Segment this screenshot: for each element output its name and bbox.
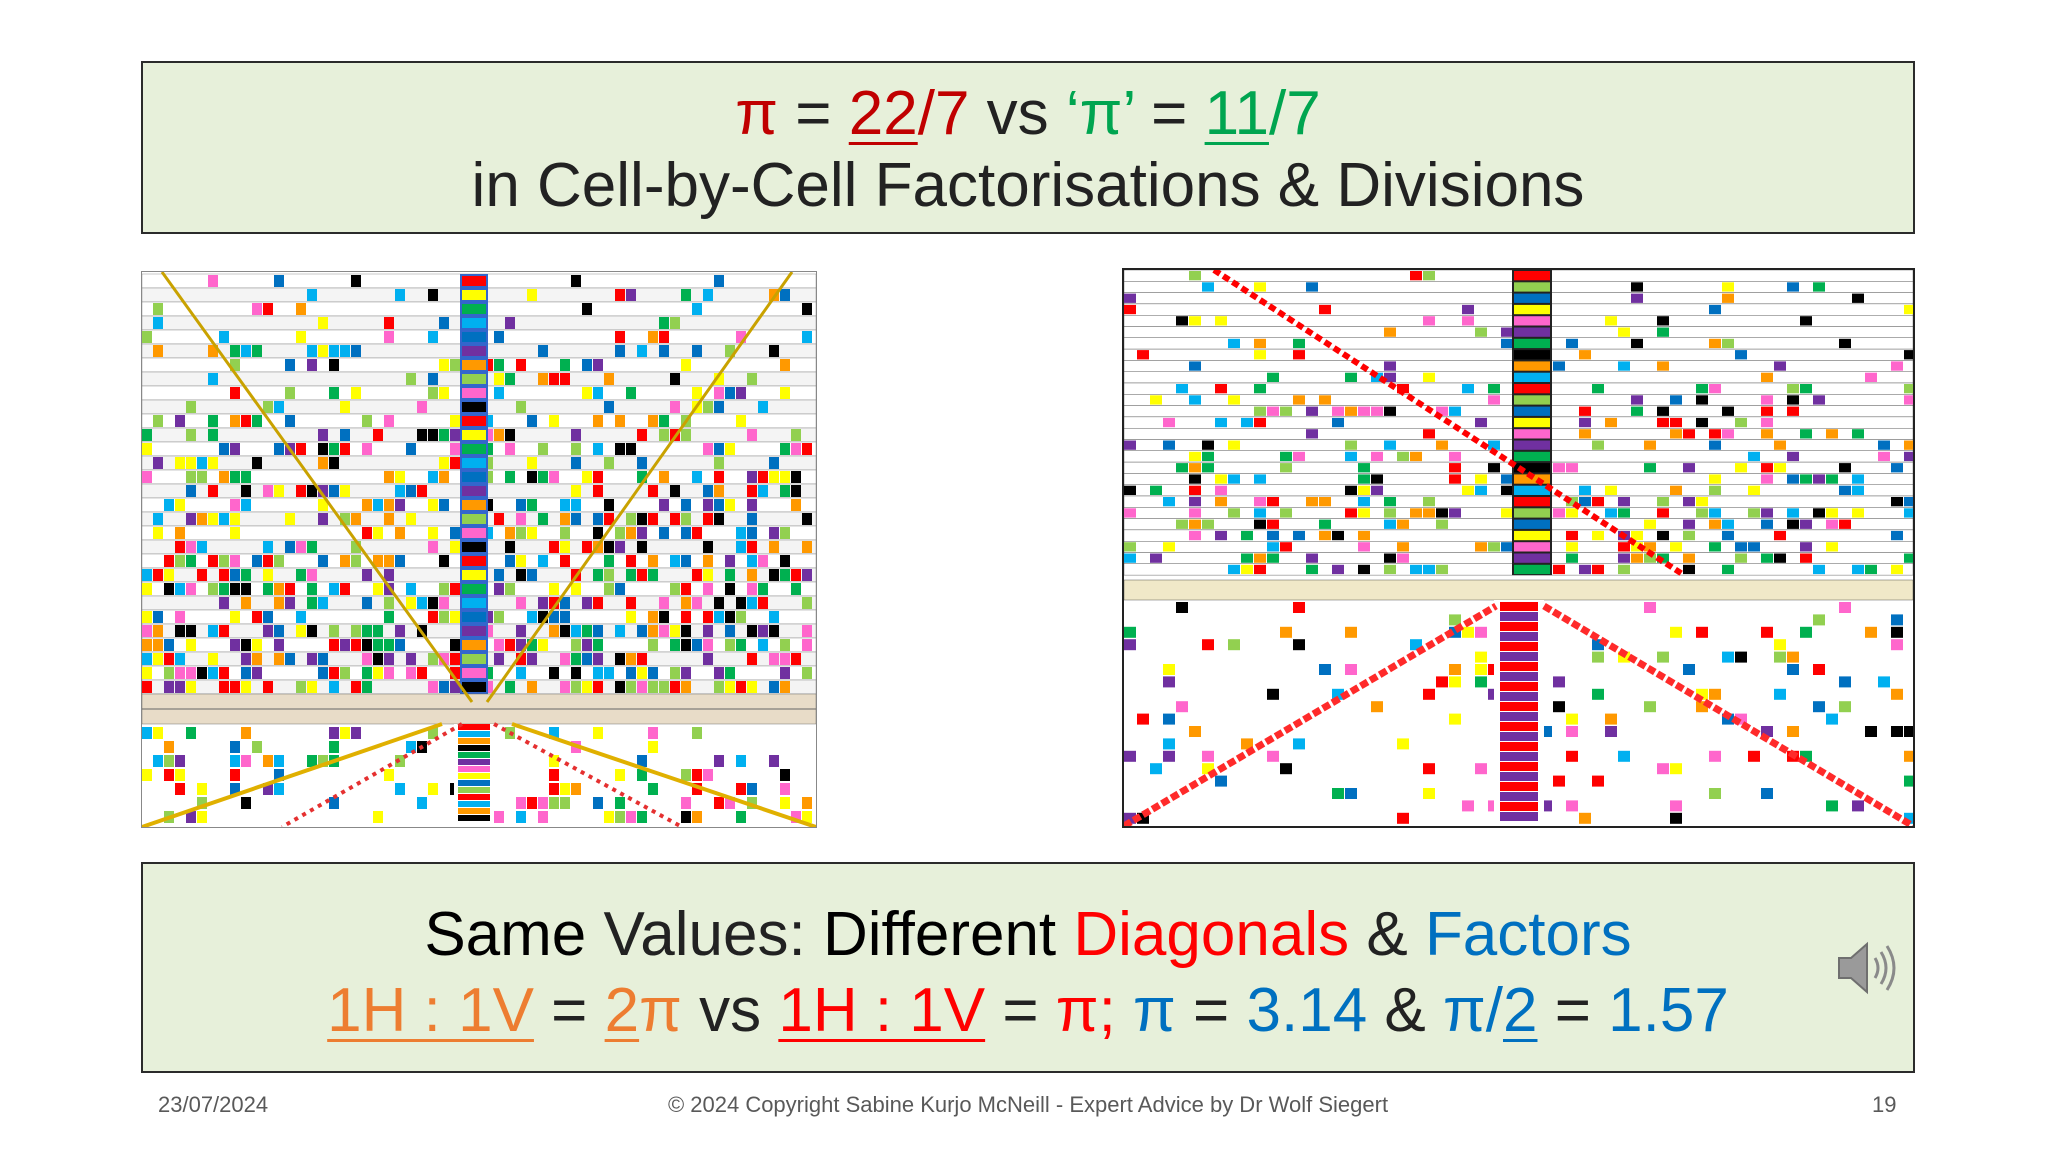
summary-eq-d: = (1537, 976, 1609, 1045)
summary-same: Same (424, 900, 587, 969)
right-spreadsheet-graphic (1124, 270, 1913, 826)
title-fraction-2: 11/7 (1205, 79, 1321, 148)
summary-two: 2 (604, 976, 640, 1045)
title-pi: π (735, 79, 779, 148)
left-spreadsheet-graphic (142, 272, 816, 827)
footer-date: 23/07/2024 (158, 1092, 269, 1117)
summary-ratio-2: 1H : 1V (778, 976, 986, 1045)
footer-page-number: 19 (1872, 1092, 1897, 1117)
summary-two-b: 2 (1503, 976, 1538, 1045)
title-frac1-rest: /7 (917, 79, 970, 148)
summary-pi-d: π/ (1442, 976, 1503, 1045)
summary-line-2: 1H : 1V = 2π vs 1H : 1V = π; π = 3.14 & … (143, 972, 1913, 1050)
summary-pi-a: π (639, 976, 682, 1045)
title-eq1: = (778, 79, 849, 148)
summary-val-2: 1.57 (1608, 976, 1729, 1045)
title-line-2: in Cell-by-Cell Factorisations & Divisio… (471, 151, 1585, 220)
summary-amp1: & (1349, 900, 1425, 969)
title-frac2-rest: /7 (1268, 79, 1321, 148)
title-eq2: = (1133, 79, 1205, 148)
summary-eq-c: = (1175, 976, 1247, 1045)
title-line-1: π = 22/7 vs ‘π’ = 11/7 (143, 77, 1913, 151)
summary-line-1: Same Values: Different Diagonals & Facto… (143, 896, 1913, 974)
summary-box: Same Values: Different Diagonals & Facto… (141, 862, 1915, 1073)
summary-pi-b: π; (1055, 976, 1116, 1045)
summary-eq-a: = (533, 976, 605, 1045)
summary-different: Different (822, 900, 1057, 969)
footer-copyright: © 2024 Copyright Sabine Kurjo McNeill - … (667, 1092, 1389, 1117)
summary-diagonals: Diagonals (1056, 900, 1350, 969)
speaker-icon-graphic (1838, 941, 1896, 995)
summary-amp2: & (1367, 976, 1443, 1045)
title-frac1-num: 22 (848, 79, 918, 148)
summary-factors: Factors (1424, 900, 1632, 969)
right-spreadsheet-image (1122, 268, 1915, 828)
summary-eq-b: = (985, 976, 1056, 1045)
summary-pi-c: π (1115, 976, 1176, 1045)
summary-values: Values: (586, 900, 823, 969)
speaker-icon[interactable] (1833, 936, 1903, 1000)
title-frac2-num: 11 (1204, 79, 1269, 148)
title-vs: vs (969, 79, 1066, 148)
title-fraction-1: 22/7 (849, 79, 970, 148)
title-pi2: ‘π’ (1065, 79, 1134, 148)
summary-vs: vs (681, 976, 779, 1045)
left-spreadsheet-image (141, 271, 817, 828)
title-box: π = 22/7 vs ‘π’ = 11/7 in Cell-by-Cell F… (141, 61, 1915, 234)
summary-val-1: 3.14 (1246, 976, 1368, 1045)
summary-ratio-1: 1H : 1V (327, 976, 534, 1045)
